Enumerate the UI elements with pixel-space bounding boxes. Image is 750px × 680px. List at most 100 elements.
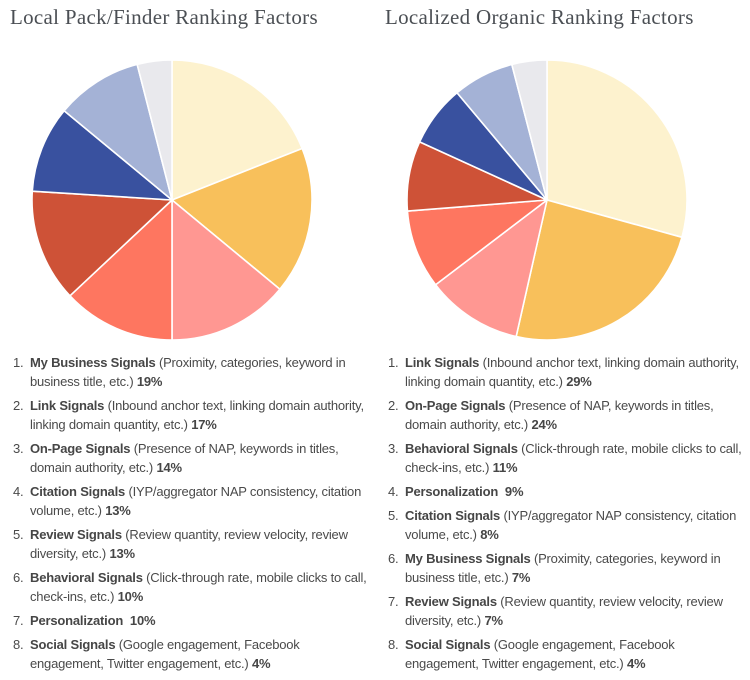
legend-item-percentage: 13% [105, 503, 131, 518]
legend-item-percentage: 7% [511, 570, 531, 585]
legend-item-percentage: 4% [626, 656, 646, 671]
legend-item-label: Citation Signals [405, 508, 501, 523]
legend-item-text: Link Signals (Inbound anchor text, linki… [30, 398, 364, 432]
legend-item-on-page-signals: 2. On-Page Signals (Presence of NAP, keyw… [388, 396, 742, 434]
legend-item-label: Personalization [30, 613, 124, 628]
legend-item-percentage: 8% [480, 527, 499, 542]
legend-item-personalization: 4. Personalization 9% [388, 482, 742, 501]
legend-item-percentage: 19% [136, 374, 163, 389]
pie-slice-personalization [406, 199, 548, 286]
legend-item-text: Citation Signals (IYP/aggregator NAP con… [405, 508, 737, 542]
legend-item-number: 4. [388, 484, 399, 499]
legend-item-label: Citation Signals [30, 484, 126, 499]
pie-slice-personalization [63, 63, 173, 201]
pie-chart-local-pack [31, 59, 313, 341]
legend-item-my-business-signals: 6. My Business Signals (Proximity, catego… [388, 549, 742, 587]
legend-item-number: 2. [13, 398, 24, 413]
chart-title-local-pack: Local Pack/Finder Ranking Factors [10, 5, 318, 29]
legend-item-text: My Business Signals (Proximity, categori… [30, 355, 346, 389]
legend-item-percentage: 4% [251, 656, 271, 671]
legend-item-behavioral-signals: 3. Behavioral Signals (Click-through rate… [388, 439, 742, 477]
legend-item-text: On-Page Signals (Presence of NAP, keywor… [30, 441, 339, 475]
pie-slice-on-page-signals [171, 199, 281, 341]
pie-slice-behavioral-signals [31, 109, 173, 201]
legend-item-label: Review Signals [30, 527, 122, 542]
legend-item-label: My Business Signals [405, 551, 531, 566]
local-pack-chart-section: Local Pack/Finder Ranking Factors 1. My B… [10, 5, 367, 678]
legend-item-percentage: 10% [129, 613, 156, 628]
legend-item-percentage: 14% [156, 460, 182, 475]
legend-item-percentage: 11% [492, 460, 518, 475]
legend-item-label: Social Signals [30, 637, 116, 652]
legend-item-text: Review Signals (Review quantity, review … [405, 594, 723, 628]
legend-item-percentage: 10% [117, 589, 144, 604]
legend-item-number: 6. [388, 551, 399, 566]
legend-item-percentage: 7% [484, 613, 503, 628]
legend-item-number: 7. [388, 594, 399, 609]
legend-item-number: 1. [13, 355, 24, 370]
legend-item-social-signals: 8. Social Signals (Google engagement, Fac… [388, 635, 742, 673]
legend-item-label: Review Signals [405, 594, 497, 609]
legend-item-text: Personalization 9% [405, 482, 742, 501]
pie-slice-social-signals [136, 59, 173, 201]
legend-item-number: 8. [388, 637, 399, 652]
legend-item-text: My Business Signals (Proximity, categori… [405, 551, 721, 585]
pie-slice-link-signals [171, 147, 313, 291]
legend-item-link-signals: 2. Link Signals (Inbound anchor text, lin… [13, 396, 367, 434]
legend-item-percentage: 13% [109, 546, 135, 561]
legend-item-review-signals: 5. Review Signals (Review quantity, revie… [13, 525, 367, 563]
legend-item-number: 2. [388, 398, 399, 413]
legend-item-label: Personalization [405, 484, 499, 499]
legend-item-number: 8. [13, 637, 24, 652]
legend-item-number: 5. [388, 508, 399, 523]
legend-item-personalization: 7. Personalization 10% [13, 611, 367, 630]
legend-item-number: 7. [13, 613, 24, 628]
pie-slice-on-page-signals [515, 199, 683, 341]
legend-local-pack: 1. My Business Signals (Proximity, catego… [13, 353, 367, 678]
pie-slice-citation-signals [69, 199, 173, 341]
legend-item-percentage: 24% [531, 417, 557, 432]
legend-item-citation-signals: 4. Citation Signals (IYP/aggregator NAP c… [13, 482, 367, 520]
legend-item-citation-signals: 5. Citation Signals (IYP/aggregator NAP c… [388, 506, 742, 544]
legend-item-text: Citation Signals (IYP/aggregator NAP con… [30, 484, 362, 518]
chart-title-localized-organic: Localized Organic Ranking Factors [385, 5, 694, 29]
legend-item-text: Behavioral Signals (Click-through rate, … [405, 441, 742, 475]
legend-item-text: Behavioral Signals (Click-through rate, … [30, 570, 367, 604]
pie-slice-behavioral-signals [434, 199, 548, 338]
legend-item-social-signals: 8. Social Signals (Google engagement, Fac… [13, 635, 367, 673]
legend-item-number: 3. [13, 441, 24, 456]
pie-slice-social-signals [511, 59, 548, 201]
legend-item-number: 5. [13, 527, 24, 542]
legend-item-percentage: 17% [191, 417, 217, 432]
pie-slice-my-business-signals [171, 59, 303, 201]
legend-item-on-page-signals: 3. On-Page Signals (Presence of NAP, keyw… [13, 439, 367, 477]
legend-item-number: 4. [13, 484, 24, 499]
legend-item-label: My Business Signals [30, 355, 156, 370]
legend-item-text: Social Signals (Google engagement, Faceb… [405, 637, 675, 671]
legend-item-label: Behavioral Signals [405, 441, 518, 456]
legend-item-review-signals: 7. Review Signals (Review quantity, revie… [388, 592, 742, 630]
legend-item-label: Behavioral Signals [30, 570, 143, 585]
legend-item-text: Link Signals (Inbound anchor text, linki… [405, 355, 739, 389]
legend-item-text: Social Signals (Google engagement, Faceb… [30, 637, 300, 671]
legend-item-behavioral-signals: 6. Behavioral Signals (Click-through rate… [13, 568, 367, 606]
legend-item-link-signals: 1. Link Signals (Inbound anchor text, lin… [388, 353, 742, 391]
pie-slice-link-signals [546, 59, 688, 239]
legend-item-percentage: 29% [566, 374, 592, 389]
legend-item-text: Personalization 10% [30, 611, 367, 630]
legend-item-label: Link Signals [405, 355, 480, 370]
localized-organic-chart-section: Localized Organic Ranking Factors 1. Link… [375, 0, 750, 680]
pie-chart-localized-organic [406, 59, 688, 341]
legend-item-number: 1. [388, 355, 399, 370]
legend-localized-organic: 1. Link Signals (Inbound anchor text, lin… [388, 353, 742, 678]
legend-item-number: 6. [13, 570, 24, 585]
legend-item-label: Link Signals [30, 398, 105, 413]
legend-item-text: Review Signals (Review quantity, review … [30, 527, 348, 561]
legend-item-label: On-Page Signals [405, 398, 506, 413]
legend-item-percentage: 9% [504, 484, 524, 499]
legend-item-my-business-signals: 1. My Business Signals (Proximity, catego… [13, 353, 367, 391]
legend-item-label: Social Signals [405, 637, 491, 652]
legend-item-text: On-Page Signals (Presence of NAP, keywor… [405, 398, 714, 432]
legend-item-number: 3. [388, 441, 399, 456]
